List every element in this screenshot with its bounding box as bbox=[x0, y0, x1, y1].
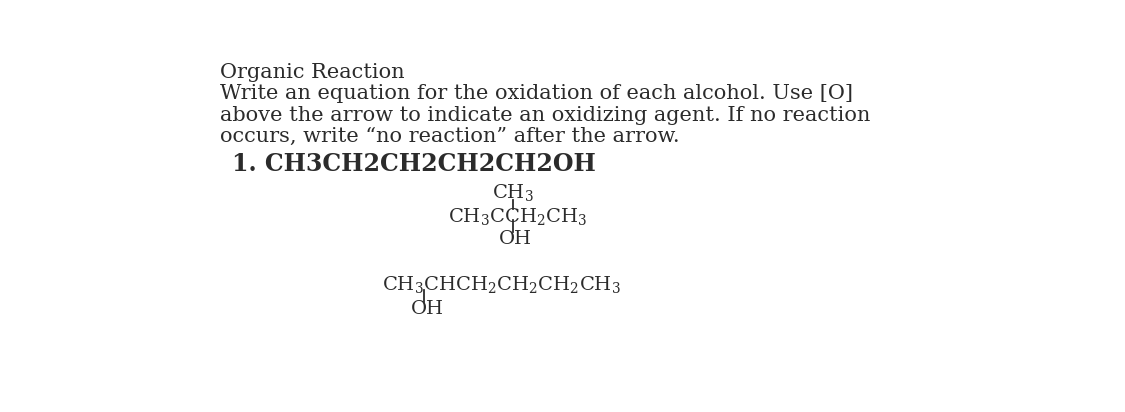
Text: Organic Reaction: Organic Reaction bbox=[220, 63, 405, 82]
Text: $\mathregular{CH_3CHCH_2CH_2CH_2CH_3}$: $\mathregular{CH_3CHCH_2CH_2CH_2CH_3}$ bbox=[382, 274, 621, 295]
Text: $\mathregular{OH}$: $\mathregular{OH}$ bbox=[498, 229, 532, 248]
Text: $\mathregular{CH_3}$: $\mathregular{CH_3}$ bbox=[492, 182, 534, 203]
Text: Write an equation for the oxidation of each alcohol. Use [O]: Write an equation for the oxidation of e… bbox=[220, 84, 854, 103]
Text: above the arrow to indicate an oxidizing agent. If no reaction: above the arrow to indicate an oxidizing… bbox=[220, 105, 871, 125]
Text: $\mathregular{CH_3CCH_2CH_3}$: $\mathregular{CH_3CCH_2CH_3}$ bbox=[448, 206, 587, 227]
Text: 1. CH3CH2CH2CH2CH2OH: 1. CH3CH2CH2CH2CH2OH bbox=[232, 152, 596, 176]
Text: occurs, write “no reaction” after the arrow.: occurs, write “no reaction” after the ar… bbox=[220, 127, 680, 146]
Text: $\mathregular{OH}$: $\mathregular{OH}$ bbox=[410, 300, 443, 318]
